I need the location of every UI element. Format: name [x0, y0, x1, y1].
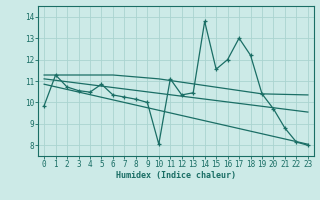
X-axis label: Humidex (Indice chaleur): Humidex (Indice chaleur) [116, 171, 236, 180]
